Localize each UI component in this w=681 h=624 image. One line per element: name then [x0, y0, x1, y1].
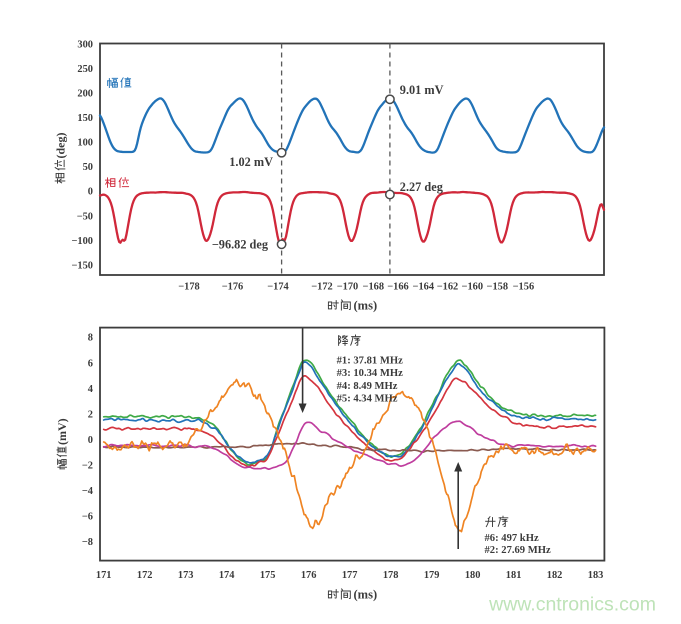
svg-text:300: 300 [77, 39, 93, 50]
svg-text:2.27 deg: 2.27 deg [400, 180, 444, 194]
svg-text:www.cntronics.com: www.cntronics.com [488, 594, 656, 616]
svg-text:#1: 37.81 MHz: #1: 37.81 MHz [337, 356, 403, 367]
svg-text:−100: −100 [71, 236, 93, 247]
svg-text:150: 150 [77, 113, 93, 124]
svg-text:−162: −162 [437, 282, 459, 293]
svg-text:−168: −168 [363, 282, 385, 293]
svg-text:200: 200 [77, 89, 93, 100]
svg-text:181: 181 [506, 570, 522, 581]
svg-text:1.02 mV: 1.02 mV [229, 155, 273, 169]
svg-text:177: 177 [342, 570, 358, 581]
svg-text:250: 250 [77, 64, 93, 75]
svg-text:(mV): (mV) [55, 418, 69, 445]
svg-text:#3: 10.34 MHz: #3: 10.34 MHz [337, 368, 403, 379]
svg-text:#6: 497 kHz: #6: 497 kHz [485, 533, 539, 544]
svg-text:174: 174 [219, 570, 235, 581]
svg-text:−164: −164 [413, 282, 435, 293]
svg-text:−178: −178 [178, 282, 200, 293]
svg-text:8: 8 [88, 333, 93, 344]
svg-text:178: 178 [383, 570, 399, 581]
svg-text:−2: −2 [82, 460, 93, 471]
svg-text:#4: 8.49 MHz: #4: 8.49 MHz [337, 381, 398, 392]
svg-text:(ms): (ms) [354, 298, 378, 312]
svg-text:(deg): (deg) [54, 133, 68, 159]
svg-text:−156: −156 [513, 282, 535, 293]
svg-text:−158: −158 [487, 282, 509, 293]
svg-text:176: 176 [301, 570, 317, 581]
svg-text:179: 179 [424, 570, 440, 581]
svg-text:−150: −150 [71, 260, 93, 271]
svg-text:−8: −8 [82, 537, 93, 548]
svg-text:−96.82 deg: −96.82 deg [212, 238, 269, 252]
svg-text:0: 0 [88, 435, 93, 446]
svg-text:4: 4 [88, 384, 93, 395]
svg-text:−160: −160 [462, 282, 484, 293]
svg-text:6: 6 [88, 358, 93, 369]
svg-text:50: 50 [83, 162, 93, 173]
svg-text:171: 171 [96, 570, 112, 581]
svg-text:−176: −176 [222, 282, 244, 293]
svg-text:−50: −50 [77, 211, 93, 222]
svg-text:172: 172 [137, 570, 153, 581]
svg-text:−166: −166 [387, 282, 409, 293]
svg-text:#5: 4.34 MHz: #5: 4.34 MHz [337, 394, 398, 405]
svg-text:−172: −172 [311, 282, 333, 293]
svg-text:0: 0 [88, 187, 93, 198]
svg-text:182: 182 [547, 570, 563, 581]
svg-text:100: 100 [77, 138, 93, 149]
svg-text:183: 183 [588, 570, 604, 581]
svg-text:#2: 27.69 MHz: #2: 27.69 MHz [485, 545, 551, 556]
svg-text:180: 180 [465, 570, 481, 581]
svg-text:9.01 mV: 9.01 mV [400, 83, 444, 97]
svg-text:−6: −6 [82, 512, 93, 523]
svg-text:(ms): (ms) [354, 587, 378, 601]
svg-text:2: 2 [88, 409, 93, 420]
svg-text:173: 173 [178, 570, 194, 581]
svg-text:−174: −174 [267, 282, 289, 293]
svg-text:175: 175 [260, 570, 276, 581]
svg-text:−170: −170 [337, 282, 359, 293]
svg-text:−4: −4 [82, 486, 93, 497]
